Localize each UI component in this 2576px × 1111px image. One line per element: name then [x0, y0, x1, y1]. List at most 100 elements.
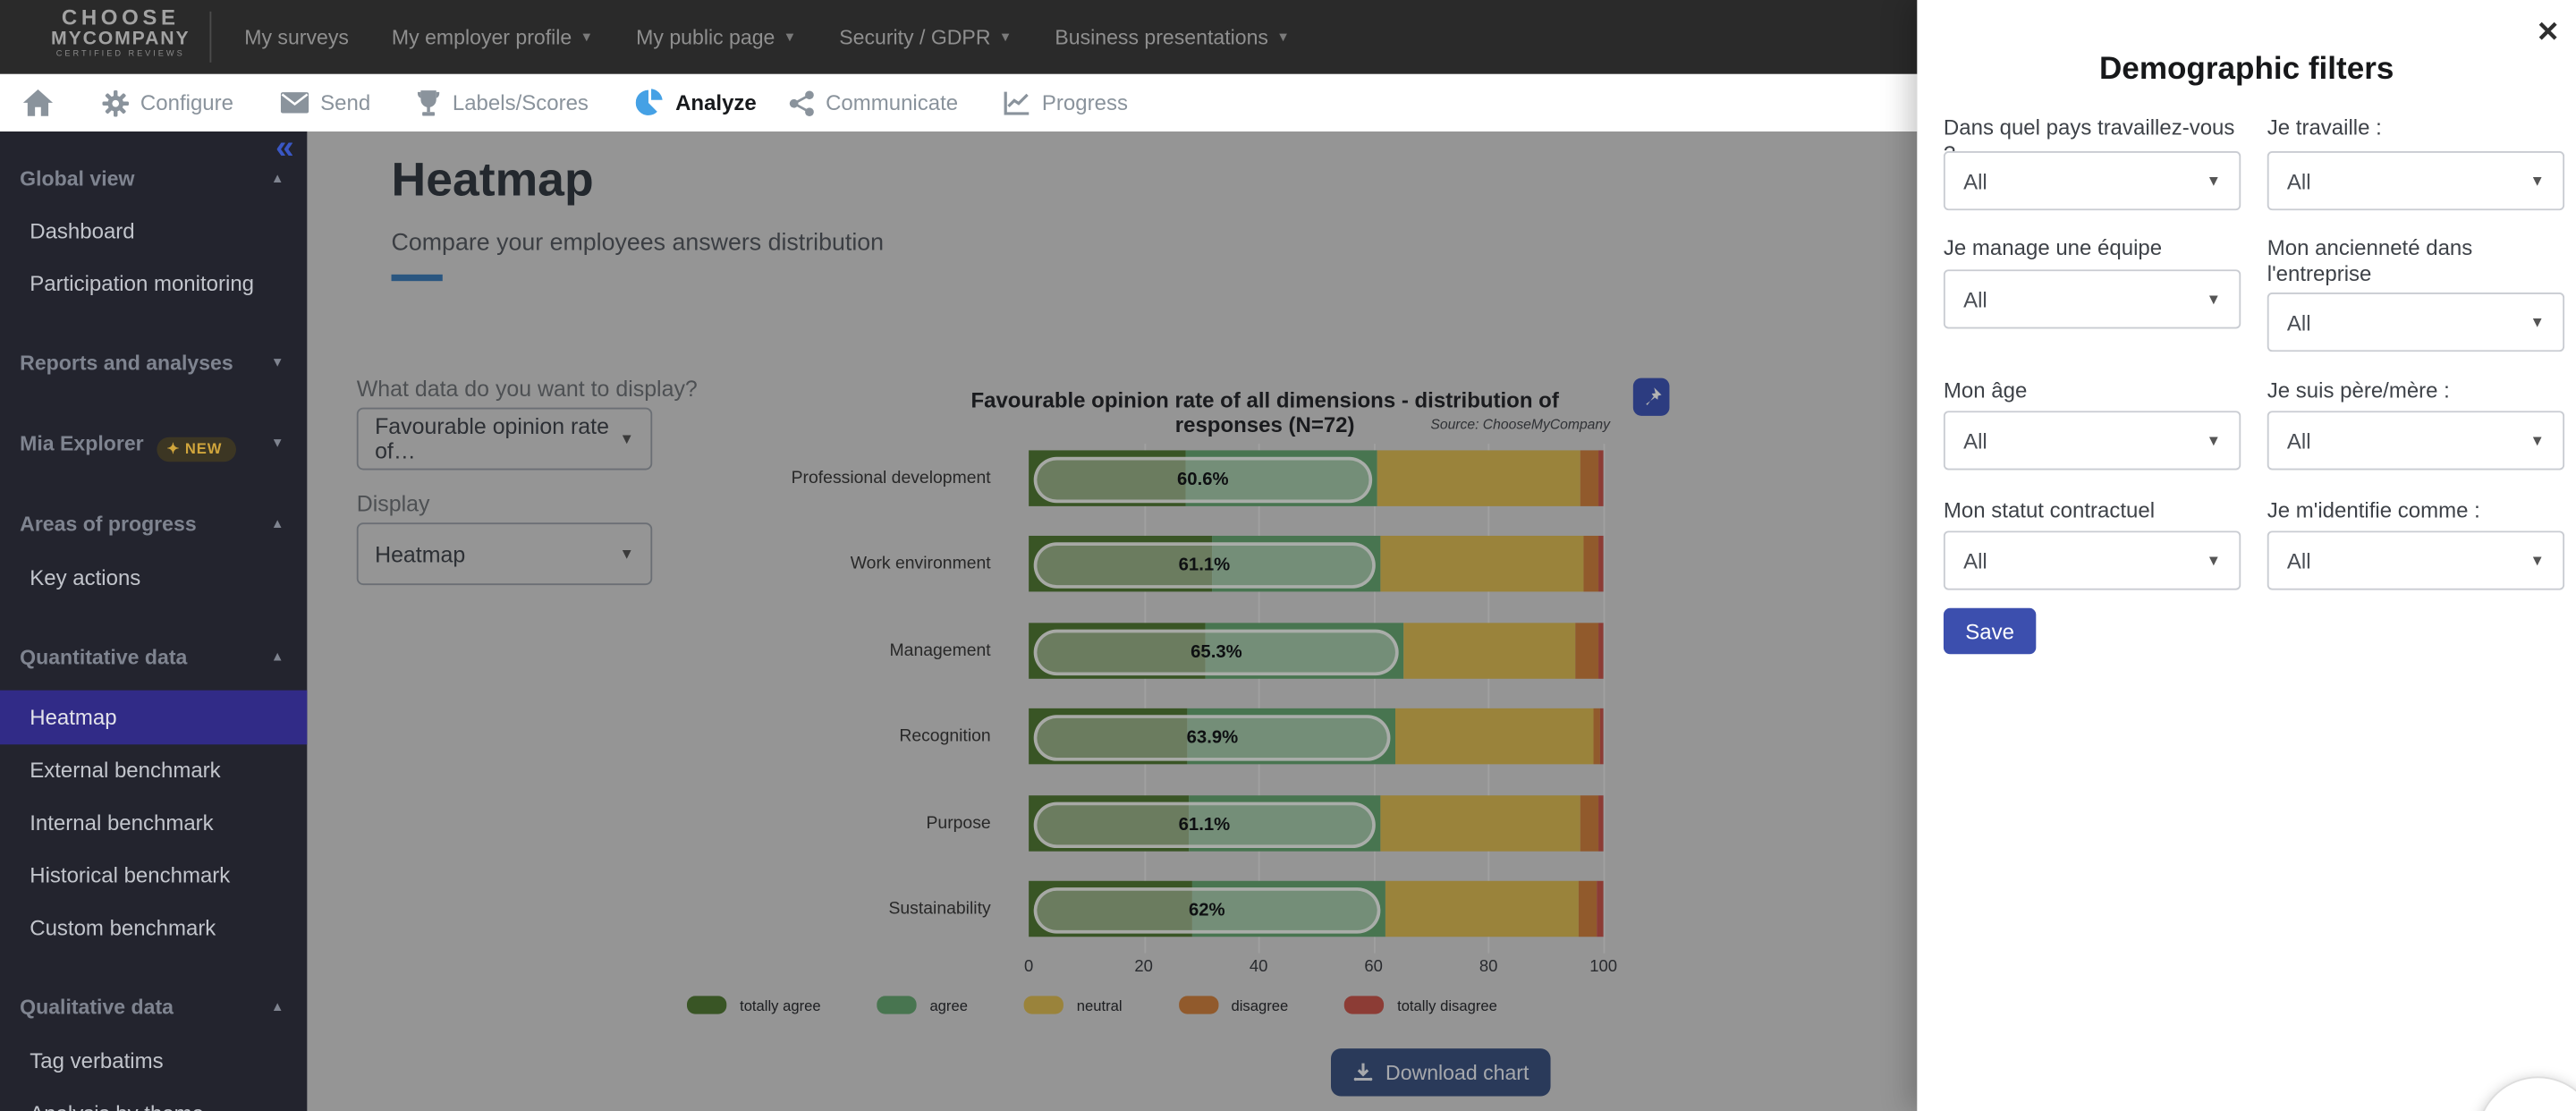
chevron-up-icon[interactable]: ▲ — [270, 171, 284, 186]
topnav-security-gdpr[interactable]: Security / GDPR ▼ — [839, 25, 1012, 48]
bar-segment-neutral[interactable] — [1403, 623, 1576, 679]
sidebar-item-historical-benchmark[interactable]: Historical benchmark — [30, 862, 231, 888]
bar-segment-totally-disagree[interactable] — [1597, 623, 1604, 679]
gridline — [1258, 444, 1260, 954]
sidebar-section-global-view[interactable]: Global view — [20, 167, 135, 191]
tab-configure[interactable]: Configure — [102, 74, 233, 131]
chart-legend: totally agree agree neutral disagree totally… — [686, 996, 1497, 1014]
bar-segment-disagree[interactable] — [1578, 880, 1598, 937]
gear-icon — [102, 89, 129, 116]
sidebar-item-key-actions[interactable]: Key actions — [30, 565, 141, 590]
bar-segment-neutral[interactable] — [1379, 535, 1584, 592]
sidebar-item-custom-benchmark[interactable]: Custom benchmark — [30, 915, 216, 940]
filter-select[interactable]: All ▼ — [1943, 269, 2241, 329]
category-label: Purpose — [926, 813, 991, 834]
gridline — [1603, 444, 1606, 954]
sidebar-item-dashboard[interactable]: Dashboard — [30, 218, 135, 243]
sidebar-item-external-benchmark[interactable]: External benchmark — [30, 757, 221, 783]
legend-item[interactable]: agree — [877, 996, 968, 1014]
display-select[interactable]: Heatmap ▼ — [356, 522, 653, 586]
modal-backdrop[interactable] — [307, 131, 1918, 1111]
tab-analyze[interactable]: Analyze — [635, 74, 757, 131]
bar-segment-disagree[interactable] — [1580, 450, 1598, 506]
topnav-my-surveys[interactable]: My surveys — [244, 25, 349, 48]
chevron-down-icon: ▼ — [2529, 172, 2545, 190]
bar-segment-totally-disagree[interactable] — [1597, 795, 1604, 852]
page-title: Heatmap — [391, 154, 594, 208]
filter-select[interactable]: All ▼ — [2267, 411, 2565, 471]
bar-segment-neutral[interactable] — [1395, 708, 1594, 765]
bar-row: 63.9% — [1029, 708, 1604, 765]
sidebar-collapse-icon[interactable]: « — [275, 130, 294, 166]
bar-segment-disagree[interactable] — [1575, 623, 1598, 679]
tab-progress[interactable]: Progress — [1004, 74, 1128, 131]
close-icon[interactable]: ✕ — [2536, 16, 2560, 48]
company-logo[interactable]: CHOOSE MYCOMPANY CERTIFIED REVIEWS — [30, 4, 211, 60]
sidebar-item-internal-benchmark[interactable]: Internal benchmark — [30, 810, 214, 835]
chevron-up-icon[interactable]: ▲ — [270, 649, 284, 665]
legend-item[interactable]: neutral — [1023, 996, 1123, 1014]
topnav-my-public-page[interactable]: My public page ▼ — [636, 25, 796, 48]
filter-select[interactable]: All ▼ — [2267, 151, 2565, 211]
category-label: Professional development — [791, 468, 991, 488]
chevron-up-icon[interactable]: ▲ — [270, 515, 284, 531]
x-axis-tick: 60 — [1364, 958, 1383, 977]
filter-label: Je manage une équipe — [1943, 234, 2163, 260]
save-button[interactable]: Save — [1943, 607, 2037, 655]
bar-segment-totally-disagree[interactable] — [1598, 535, 1604, 592]
topnav-my-employer-profile[interactable]: My employer profile ▼ — [392, 25, 593, 48]
topnav-label: Security / GDPR — [839, 25, 991, 49]
legend-item[interactable]: totally disagree — [1343, 996, 1497, 1014]
topnav-business-presentations[interactable]: Business presentations ▼ — [1055, 25, 1289, 48]
topnav-label: My public page — [636, 25, 775, 49]
gridline — [1143, 444, 1146, 954]
favourable-rate-pill: 62% — [1033, 887, 1380, 934]
pin-chart-button[interactable] — [1632, 377, 1670, 416]
filter-select[interactable]: All ▼ — [1943, 151, 2241, 211]
logo-line1: CHOOSE — [61, 4, 180, 30]
tab-communicate[interactable]: Communicate — [789, 74, 958, 131]
sidebar-item-heatmap[interactable]: Heatmap — [30, 705, 117, 730]
bar-segment-disagree[interactable] — [1583, 535, 1599, 592]
download-icon — [1353, 1063, 1373, 1081]
bar-segment-totally-disagree[interactable] — [1599, 708, 1604, 765]
bar-segment-disagree[interactable] — [1580, 795, 1598, 852]
page-subtitle: Compare your employees answers distribut… — [391, 230, 885, 257]
bar-segment-disagree[interactable] — [1593, 708, 1600, 765]
filter-label: Je travaille : — [2267, 114, 2382, 140]
chevron-down-icon[interactable]: ▼ — [270, 435, 284, 451]
main-content: Heatmap Compare your employees answers d… — [307, 131, 1918, 1111]
bar-segment-totally-disagree[interactable] — [1597, 880, 1604, 937]
chevron-down-icon[interactable]: ▼ — [270, 354, 284, 370]
filter-select[interactable]: All ▼ — [1943, 530, 2241, 590]
pie-chart-icon — [635, 89, 663, 115]
sidebar-section-reports[interactable]: Reports and analyses — [20, 352, 233, 375]
share-icon — [789, 89, 814, 116]
sidebar-section-quantitative-data[interactable]: Quantitative data — [20, 646, 188, 669]
download-chart-button[interactable]: Download chart — [1330, 1048, 1551, 1097]
sidebar-item-tag-verbatims[interactable]: Tag verbatims — [30, 1048, 164, 1073]
filter-select[interactable]: All ▼ — [1943, 411, 2241, 471]
x-axis-tick: 80 — [1479, 958, 1498, 977]
sidebar-item-analysis-by-theme[interactable]: Analysis by theme — [30, 1101, 204, 1111]
sidebar-section-mia-explorer[interactable]: Mia Explorer — [20, 432, 144, 455]
sidebar-section-areas-of-progress[interactable]: Areas of progress — [20, 513, 197, 536]
data-select[interactable]: Favourable opinion rate of… ▼ — [356, 407, 653, 471]
legend-item[interactable]: disagree — [1178, 996, 1288, 1014]
home-button[interactable] — [22, 74, 54, 131]
bar-segment-neutral[interactable] — [1377, 450, 1580, 506]
legend-item[interactable]: totally agree — [686, 996, 821, 1014]
bar-row: 61.1% — [1029, 535, 1604, 592]
chevron-up-icon[interactable]: ▲ — [270, 999, 284, 1014]
bar-segment-neutral[interactable] — [1379, 795, 1580, 852]
bar-segment-totally-disagree[interactable] — [1597, 450, 1604, 506]
chevron-down-icon: ▼ — [783, 30, 797, 45]
filter-label: Mon ancienneté dans l'entreprise — [2267, 234, 2473, 287]
bar-segment-neutral[interactable] — [1385, 880, 1579, 937]
sidebar-item-participation-monitoring[interactable]: Participation monitoring — [30, 271, 255, 296]
filter-select[interactable]: All ▼ — [2267, 293, 2565, 352]
filter-select[interactable]: All ▼ — [2267, 530, 2565, 590]
sidebar-section-qualitative-data[interactable]: Qualitative data — [20, 996, 174, 1020]
tab-send[interactable]: Send — [280, 74, 370, 131]
tab-labels-scores[interactable]: Labels/Scores — [416, 74, 589, 131]
